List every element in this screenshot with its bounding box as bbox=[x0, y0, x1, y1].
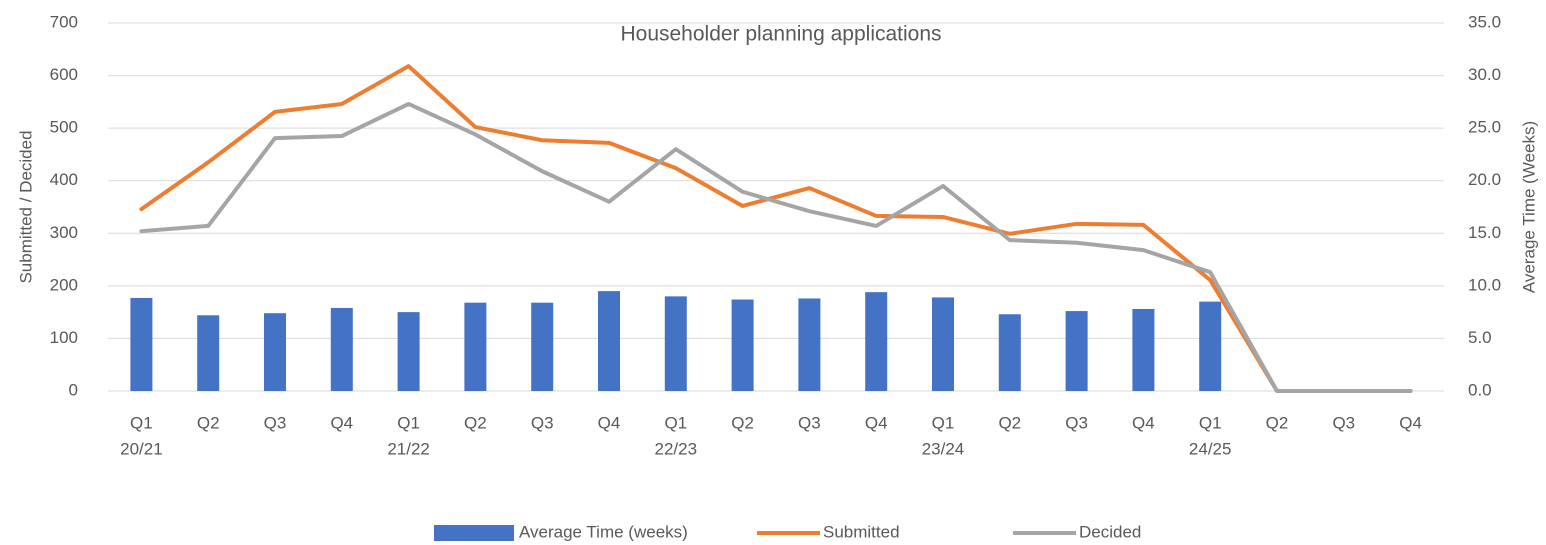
y2-tick-label: 10.0 bbox=[1468, 275, 1501, 294]
y2-axis-title: Average Time (Weeks) bbox=[1519, 121, 1538, 293]
y-tick-label: 500 bbox=[50, 118, 78, 137]
bar bbox=[798, 298, 821, 391]
x-tick-label: Q1 bbox=[932, 413, 955, 432]
bar bbox=[1065, 311, 1088, 391]
legend-label: Decided bbox=[1079, 522, 1141, 541]
x-group-label: 24/25 bbox=[1189, 439, 1232, 458]
y2-tick-label: 5.0 bbox=[1468, 328, 1492, 347]
y2-tick-label: 35.0 bbox=[1468, 12, 1501, 31]
x-tick-label: Q3 bbox=[531, 413, 554, 432]
y-tick-label: 400 bbox=[50, 170, 78, 189]
legend-swatch bbox=[434, 525, 514, 541]
y2-tick-label: 0.0 bbox=[1468, 380, 1492, 399]
bar bbox=[598, 291, 620, 391]
bar bbox=[264, 313, 286, 391]
bar bbox=[197, 315, 220, 391]
y-axis-title: Submitted / Decided bbox=[16, 130, 35, 283]
x-tick-label: Q3 bbox=[264, 413, 287, 432]
x-group-label: 22/23 bbox=[655, 439, 698, 458]
x-tick-label: Q4 bbox=[865, 413, 888, 432]
x-tick-label: Q2 bbox=[1266, 413, 1289, 432]
x-tick-label: Q1 bbox=[130, 413, 153, 432]
y-tick-label: 0 bbox=[69, 380, 78, 399]
bar bbox=[998, 314, 1021, 391]
x-tick-label: Q3 bbox=[1065, 413, 1088, 432]
x-group-label: 20/21 bbox=[120, 439, 163, 458]
legend-label: Submitted bbox=[823, 522, 900, 541]
y2-tick-label: 15.0 bbox=[1468, 223, 1501, 242]
bar bbox=[731, 299, 754, 391]
x-tick-label: Q2 bbox=[197, 413, 220, 432]
y2-tick-label: 30.0 bbox=[1468, 65, 1501, 84]
y-tick-label: 300 bbox=[50, 223, 78, 242]
y-tick-label: 100 bbox=[50, 328, 78, 347]
x-tick-label: Q3 bbox=[1332, 413, 1355, 432]
line bbox=[139, 64, 1413, 393]
x-tick-label: Q3 bbox=[798, 413, 821, 432]
bar bbox=[130, 297, 153, 391]
x-group-label: 23/24 bbox=[922, 439, 965, 458]
bar bbox=[664, 296, 687, 391]
y-tick-label: 200 bbox=[50, 275, 78, 294]
bar bbox=[1199, 301, 1222, 391]
bar bbox=[531, 302, 554, 391]
x-tick-label: Q1 bbox=[397, 413, 420, 432]
x-tick-label: Q4 bbox=[598, 413, 621, 432]
x-tick-label: Q2 bbox=[998, 413, 1021, 432]
y-tick-label: 700 bbox=[50, 12, 78, 31]
legend-label: Average Time (weeks) bbox=[519, 522, 688, 541]
y2-tick-label: 25.0 bbox=[1468, 118, 1501, 137]
bar bbox=[932, 297, 954, 391]
y2-tick-label: 20.0 bbox=[1468, 170, 1501, 189]
bar bbox=[330, 307, 353, 391]
bar bbox=[1132, 308, 1155, 391]
line bbox=[139, 101, 1413, 393]
x-tick-label: Q2 bbox=[464, 413, 487, 432]
y-tick-label: 600 bbox=[50, 65, 78, 84]
x-tick-label: Q1 bbox=[664, 413, 687, 432]
bar bbox=[397, 312, 420, 391]
chart-title: Householder planning applications bbox=[620, 23, 941, 46]
x-tick-label: Q4 bbox=[330, 413, 353, 432]
x-group-label: 21/22 bbox=[387, 439, 430, 458]
bar bbox=[464, 302, 487, 391]
x-tick-label: Q4 bbox=[1132, 413, 1155, 432]
x-tick-label: Q1 bbox=[1199, 413, 1222, 432]
bar bbox=[865, 292, 888, 391]
x-tick-label: Q4 bbox=[1399, 413, 1422, 432]
x-tick-label: Q2 bbox=[731, 413, 754, 432]
